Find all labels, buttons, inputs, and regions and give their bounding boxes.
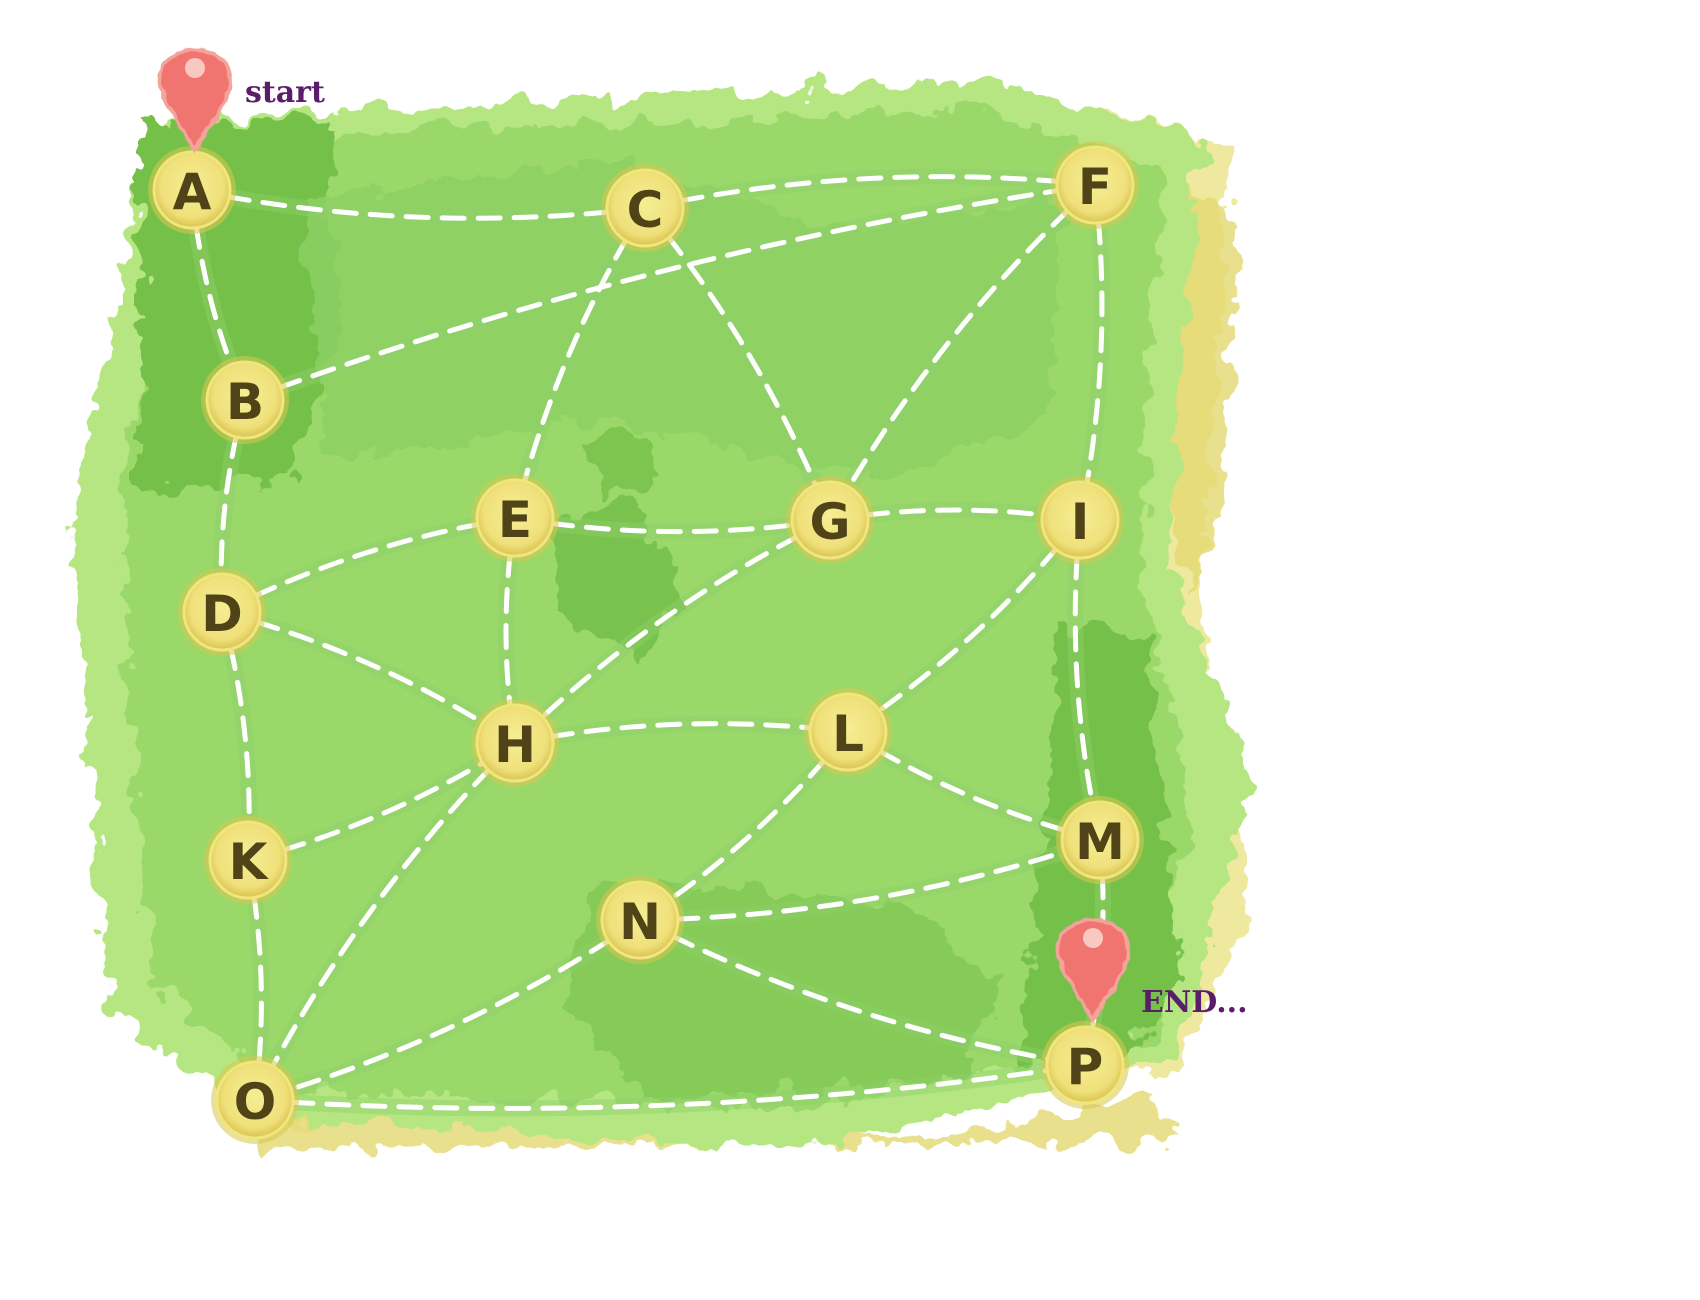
path-G-H xyxy=(512,517,833,746)
node-circle xyxy=(152,150,232,230)
node-circle xyxy=(808,692,888,772)
node-F[interactable]: F xyxy=(1051,141,1139,229)
nodes-layer: A B C D E F G H I K L M N O P xyxy=(148,141,1144,1144)
end-marker: END... xyxy=(1055,917,1248,1026)
path-C-G xyxy=(642,205,833,523)
node-circle xyxy=(1040,480,1120,560)
node-label: N xyxy=(619,893,661,951)
start-label: start xyxy=(245,75,325,110)
node-C[interactable]: C xyxy=(601,164,689,252)
node-label: K xyxy=(229,833,270,891)
path-K-O xyxy=(245,857,264,1103)
node-label: A xyxy=(173,163,212,221)
path-N-P xyxy=(637,917,1088,1068)
node-P[interactable]: P xyxy=(1041,1021,1129,1109)
path-H-L xyxy=(512,721,851,746)
node-H[interactable]: H xyxy=(471,699,559,787)
node-label: H xyxy=(494,716,536,774)
path-N-M xyxy=(637,837,1103,923)
node-label: B xyxy=(226,373,264,431)
node-label: P xyxy=(1067,1038,1104,1096)
node-circle xyxy=(605,168,685,248)
end-pin-icon xyxy=(1055,917,1131,1026)
node-label: D xyxy=(201,585,243,643)
node-circle xyxy=(1060,800,1140,880)
path-F-G xyxy=(827,182,1098,523)
node-circle xyxy=(475,478,555,558)
node-circle xyxy=(215,1060,295,1140)
start-marker: start xyxy=(157,47,325,156)
node-circle xyxy=(790,480,870,560)
node-circle xyxy=(182,572,262,652)
node-circle xyxy=(1055,145,1135,225)
path-C-F xyxy=(642,174,1098,211)
node-G[interactable]: G xyxy=(786,476,874,564)
node-B[interactable]: B xyxy=(201,356,289,444)
path-F-I xyxy=(1077,182,1105,523)
path-H-O xyxy=(252,740,518,1103)
node-O[interactable]: O xyxy=(211,1056,299,1144)
node-E[interactable]: E xyxy=(471,474,559,562)
end-label: END... xyxy=(1141,985,1248,1020)
start-pin-icon xyxy=(157,47,233,156)
node-circle xyxy=(475,703,555,783)
node-label: M xyxy=(1075,813,1125,871)
node-label: I xyxy=(1071,493,1090,551)
path-N-O xyxy=(252,917,643,1103)
node-L[interactable]: L xyxy=(804,688,892,776)
node-circle xyxy=(600,880,680,960)
node-label: O xyxy=(234,1073,277,1131)
node-I[interactable]: I xyxy=(1036,476,1124,564)
path-O-P xyxy=(252,1062,1088,1111)
node-circle xyxy=(1045,1025,1125,1105)
node-circle xyxy=(205,360,285,440)
path-C-E xyxy=(512,205,648,521)
node-label: E xyxy=(498,491,532,549)
node-N[interactable]: N xyxy=(596,876,684,964)
node-label: G xyxy=(809,493,850,551)
node-M[interactable]: M xyxy=(1056,796,1144,884)
path-A-C xyxy=(189,187,648,221)
node-label: C xyxy=(627,181,664,239)
start-pin-dot-icon xyxy=(185,58,205,78)
node-circle xyxy=(208,820,288,900)
node-A[interactable]: A xyxy=(148,146,236,234)
node-label: F xyxy=(1078,158,1112,216)
node-D[interactable]: D xyxy=(178,568,266,656)
path-B-F xyxy=(242,182,1098,403)
node-label: L xyxy=(832,705,864,763)
node-K[interactable]: K xyxy=(204,816,292,904)
end-pin-dot-icon xyxy=(1083,928,1103,948)
